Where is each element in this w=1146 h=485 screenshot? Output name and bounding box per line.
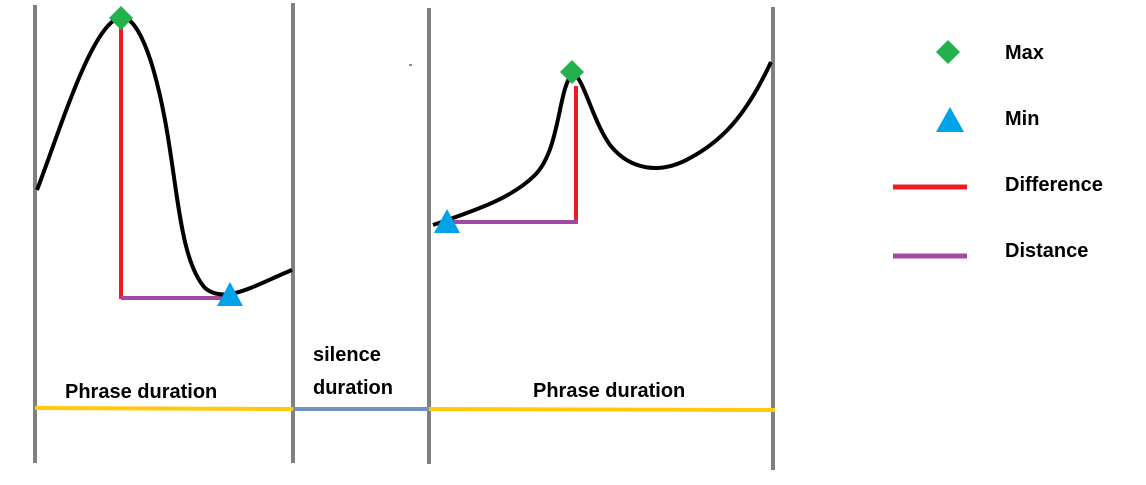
phrase-duration-label-right: Phrase duration <box>533 380 685 402</box>
pitch-curve-right <box>432 61 773 227</box>
min-marker-left <box>217 282 243 306</box>
green-diamond-icon <box>936 40 960 64</box>
silence-duration-label-line1: silence <box>313 344 381 366</box>
max-marker-left <box>109 6 133 30</box>
legend-distance-label: Distance <box>1005 240 1088 262</box>
legend: Max Min Difference Distance <box>893 40 1103 262</box>
blue-triangle-icon <box>936 107 964 132</box>
phrase-duration-line-left <box>34 406 294 411</box>
silence-duration-label-line2: duration <box>313 377 393 399</box>
phrase-duration-label-left: Phrase duration <box>65 381 217 403</box>
boundary-lines <box>33 3 775 470</box>
min-marker-right <box>434 209 460 233</box>
legend-min-label: Min <box>1005 108 1039 130</box>
pitch-curve-left <box>35 15 293 297</box>
legend-max-label: Max <box>1005 42 1044 64</box>
legend-difference-label: Difference <box>1005 174 1103 196</box>
max-marker-right <box>560 60 584 84</box>
stray-dot <box>409 64 412 66</box>
phrase-duration-line-right <box>428 407 776 412</box>
